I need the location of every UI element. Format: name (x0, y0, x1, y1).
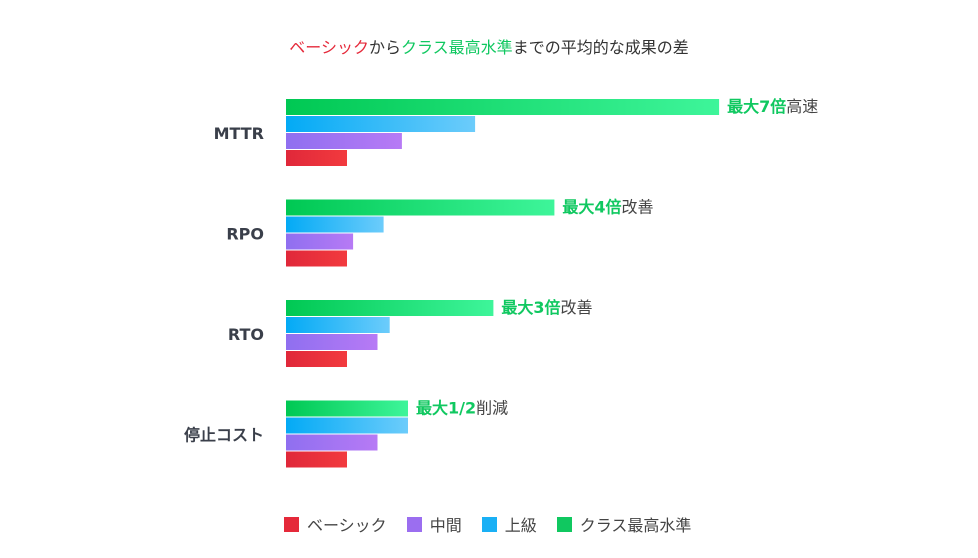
title-rest: までの平均的な成果の差 (512, 38, 689, 57)
bar (286, 434, 378, 451)
bar (286, 116, 476, 132)
bar (286, 300, 494, 316)
bar (286, 250, 347, 267)
category-label: RTO (228, 325, 264, 344)
legend-swatch (284, 516, 299, 532)
bar (286, 133, 402, 149)
chart-title: ベーシックからクラス最高水準までの平均的な成果の差 (0, 34, 978, 58)
bar (286, 317, 390, 333)
bar (286, 150, 347, 166)
bar (286, 99, 720, 115)
legend-item: 上級 (481, 512, 537, 536)
category-label: 停止コスト (184, 426, 264, 445)
legend-label: クラス最高水準 (579, 516, 692, 535)
data-label: 最大4倍改善 (562, 198, 653, 217)
title-basic: ベーシック (289, 38, 369, 57)
title-from: から (368, 38, 401, 57)
bar (286, 199, 555, 216)
legend-item: クラス最高水準 (556, 512, 692, 536)
bar (286, 334, 378, 350)
bar (286, 417, 408, 434)
bar (286, 216, 384, 233)
category-label: MTTR (214, 124, 264, 143)
legend-swatch (406, 516, 422, 532)
legend-swatch (556, 516, 572, 532)
legend-label: 中間 (429, 516, 462, 535)
legend-label: ベーシック (307, 516, 387, 535)
legend-label: 上級 (504, 516, 537, 535)
data-label: 最大1/2削減 (416, 399, 508, 418)
bar (286, 233, 354, 250)
legend-item: 中間 (406, 512, 462, 536)
data-label: 最大7倍高速 (727, 97, 818, 116)
bar (286, 451, 347, 468)
legend-item: ベーシック (284, 512, 387, 536)
title-best: クラス最高水準 (401, 38, 513, 57)
bar (286, 351, 347, 367)
category-label: RPO (226, 225, 264, 244)
bar (286, 400, 408, 417)
data-label: 最大3倍改善 (501, 298, 592, 317)
legend: ベーシック 中間 上級 クラス最高水準 (284, 512, 691, 536)
legend-swatch (481, 516, 497, 532)
